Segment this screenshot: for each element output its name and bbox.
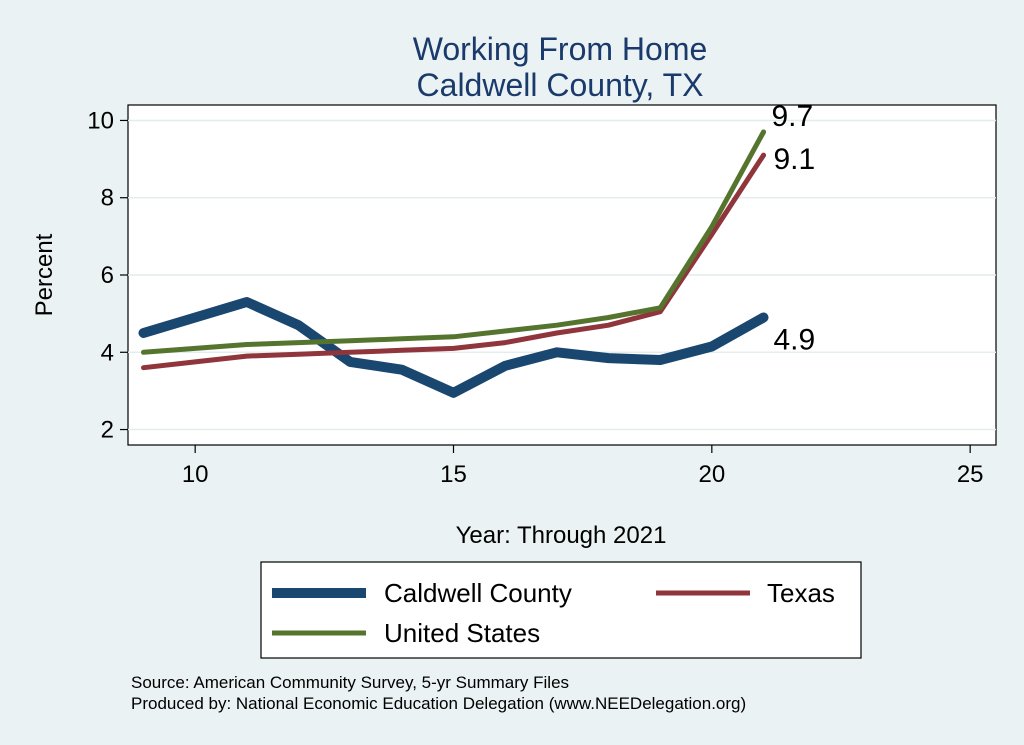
series-lines [138, 129, 769, 398]
y-axis-title: Percent [31, 233, 58, 316]
x-axis-title: Year: Through 2021 [456, 522, 667, 549]
x-tick-label: 25 [957, 461, 984, 488]
y-tick-label: 4 [101, 339, 114, 366]
end-label-caldwell-county: 4.9 [774, 324, 816, 357]
y-tick-label: 2 [101, 417, 114, 444]
chart-title-line-1: Working From Home [413, 31, 708, 67]
x-tick-label: 10 [182, 461, 209, 488]
y-tick-label: 6 [101, 262, 114, 289]
y-axis: 2 4 6 8 10 [87, 107, 128, 444]
x-tick-label: 20 [698, 461, 725, 488]
x-tick-label: 15 [440, 461, 467, 488]
y-tick-label: 10 [87, 107, 114, 134]
source-note: Source: American Community Survey, 5-yr … [131, 673, 569, 692]
legend-label-caldwell-county: Caldwell County [384, 578, 572, 608]
end-point-caldwell-county [761, 315, 766, 320]
end-label-texas: 9.1 [774, 143, 816, 176]
x-axis: 10 15 20 25 [182, 445, 984, 488]
end-point-united-states [761, 129, 766, 135]
y-tick-label: 8 [101, 185, 114, 212]
end-label-united-states: 9.7 [772, 100, 814, 133]
legend-label-united-states: United States [384, 618, 540, 648]
series-line-texas [141, 152, 766, 371]
legend: Caldwell County Texas United States [260, 561, 862, 659]
end-point-texas [761, 152, 766, 158]
legend-label-texas: Texas [767, 578, 835, 608]
series-line-united-states [141, 129, 766, 355]
producer-note: Produced by: National Economic Education… [131, 694, 746, 713]
legend-box [260, 561, 862, 659]
end-labels: 4.9 9.1 9.7 [761, 100, 816, 357]
series-line-caldwell-county [138, 297, 769, 398]
chart-title-line-2: Caldwell County, TX [417, 67, 704, 103]
